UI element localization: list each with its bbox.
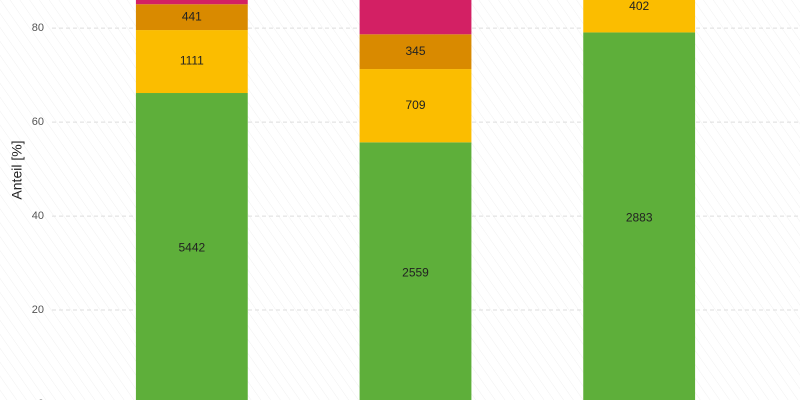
bar-segment [359,142,472,400]
data-label: 709 [405,98,425,112]
bar-segment [135,4,248,31]
data-label: 1111 [180,54,204,68]
bar-segment [135,0,248,5]
data-label: 441 [182,9,202,23]
y-tick-label: 40 [32,210,44,222]
bar-segment [359,34,472,70]
data-label: 402 [629,0,649,13]
data-label: 5442 [178,241,205,255]
data-label: 345 [405,44,425,58]
y-tick-label: 20 [32,304,44,316]
y-tick-label: 0 [38,398,44,400]
bar-segment [583,0,696,33]
bar-segment [583,32,696,400]
y-axis-title: Anteil [%] [9,140,25,199]
data-label: 2559 [402,265,429,279]
y-tick-label: 60 [32,116,44,128]
y-tick-label: 80 [32,22,44,34]
bar-segment [135,30,248,94]
bar-segment [359,0,472,35]
bar-segment [135,93,248,400]
bar-segment [359,69,472,143]
data-label: 2883 [626,210,653,224]
